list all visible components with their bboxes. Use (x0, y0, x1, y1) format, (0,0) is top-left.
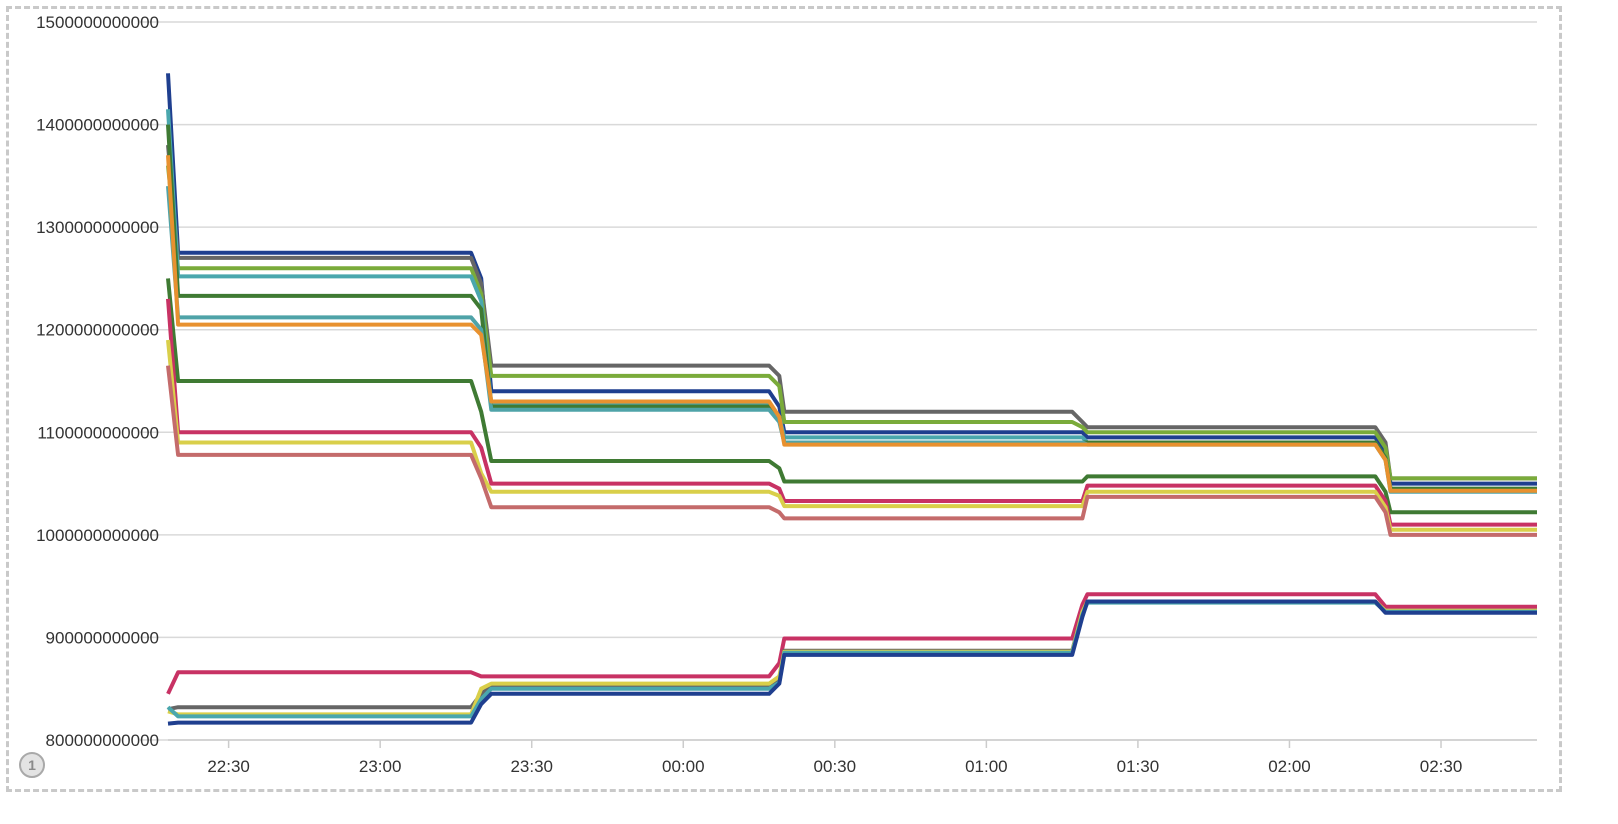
series-line-3[interactable] (166, 165, 1537, 481)
chart-frame (6, 6, 1562, 792)
x-tick-label: 02:00 (1268, 757, 1311, 776)
x-tick-label: 23:30 (510, 757, 553, 776)
x-tick-label: 00:00 (662, 757, 705, 776)
x-tick-label: 23:00 (359, 757, 402, 776)
y-tick-label: 1100000000000 (37, 423, 159, 442)
y-tick-label: 1000000000000 (36, 526, 159, 545)
y-tick-label: 1500000000000 (36, 13, 159, 32)
x-tick-label: 22:30 (207, 757, 250, 776)
series-line-10[interactable] (166, 339, 1537, 532)
x-tick-label: 02:30 (1420, 757, 1463, 776)
y-axis-ticks: 800000000000 900000000000 1000000000000 110… (36, 13, 159, 750)
series-line-16[interactable] (167, 599, 1537, 726)
x-tick-label: 01:30 (1117, 757, 1160, 776)
y-tick-label: 900000000000 (46, 628, 159, 647)
page-badge[interactable]: 1 (19, 752, 45, 778)
series-line-7[interactable] (166, 155, 1537, 493)
y-tick-label: 800000000000 (46, 731, 159, 750)
series-line-2[interactable] (166, 144, 1537, 481)
x-tick-label: 00:30 (814, 757, 857, 776)
y-tick-label: 1300000000000 (36, 218, 159, 237)
series-lines (166, 73, 1537, 726)
series-line-12[interactable] (166, 592, 1537, 695)
y-tick-label: 1400000000000 (36, 116, 159, 135)
series-line-14[interactable] (167, 599, 1537, 717)
series-line-8[interactable] (166, 278, 1537, 515)
y-tick-label: 1200000000000 (36, 321, 159, 340)
series-line-11[interactable] (166, 365, 1537, 537)
series-line-9[interactable] (166, 298, 1537, 527)
x-tick-label: 01:00 (965, 757, 1008, 776)
x-axis-ticks: 22:30 23:00 23:30 00:00 00:30 01:00 01:30 02:00… (168, 739, 1537, 776)
series-line-15[interactable] (166, 600, 1537, 719)
